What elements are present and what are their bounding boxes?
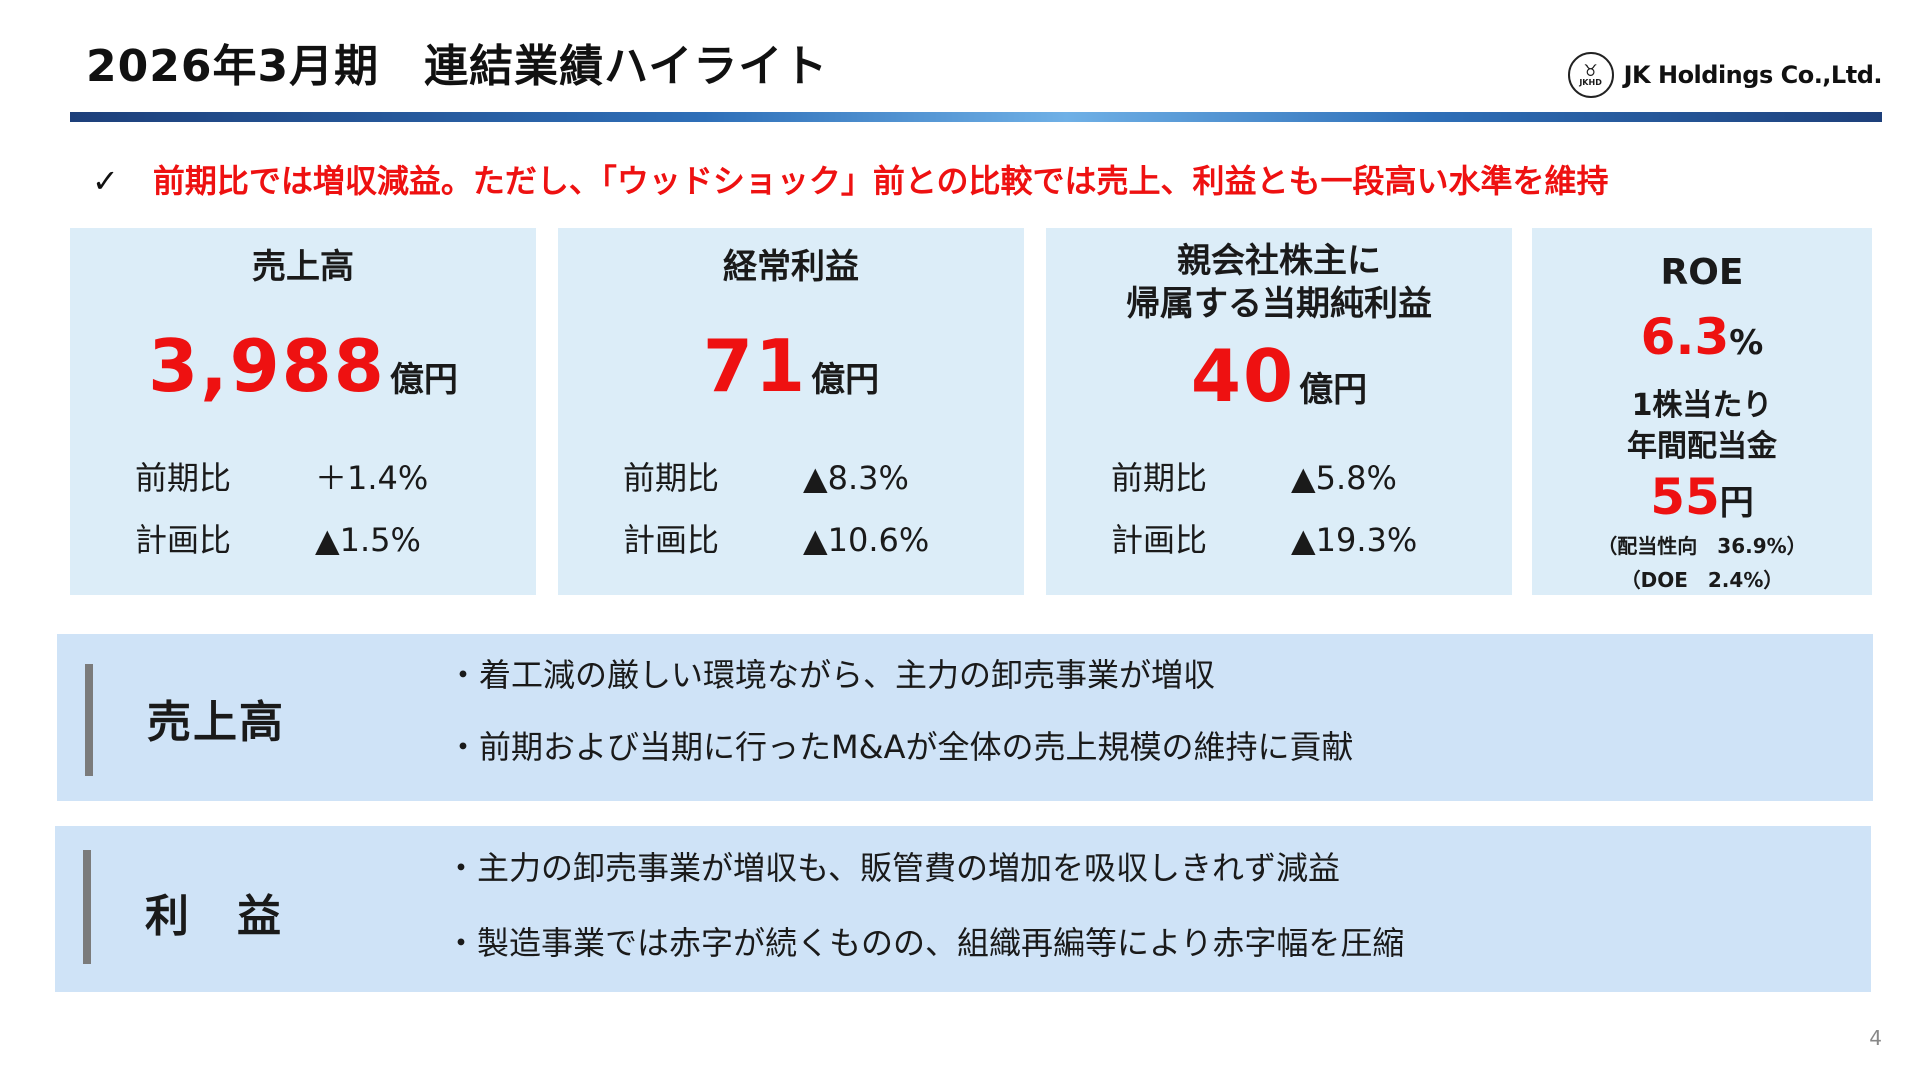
card-value: 71 億円 bbox=[558, 324, 1024, 408]
section-item: ・主力の卸売事業が増収も、販管費の増加を吸収しきれず減益 bbox=[445, 849, 1341, 887]
vs-plan-row: 計画比 ▲10.6% bbox=[623, 521, 930, 559]
unit-label: 億円 bbox=[1299, 370, 1368, 410]
headline-text: 前期比では増収減益。ただし、「ウッドショック」前との比較では売上、利益とも一段高… bbox=[152, 162, 1609, 200]
card-net-income: 親会社株主に 帰属する当期純利益 40 億円 前期比 ▲5.8% 計画比 ▲19.3% bbox=[1046, 228, 1512, 595]
yoy-row: 前期比 ▲8.3% bbox=[623, 459, 909, 497]
header-divider bbox=[70, 112, 1882, 122]
sales-value: 3,988 bbox=[148, 324, 386, 408]
section-item: ・着工減の厳しい環境ながら、主力の卸売事業が増収 bbox=[447, 656, 1216, 694]
doe-ratio: （DOE 2.4%） bbox=[1620, 568, 1784, 592]
dividend-label: 1株当たり 年間配当金 bbox=[1627, 388, 1777, 464]
card-sales: 売上高 3,988 億円 前期比 ＋1.4% 計画比 ▲1.5% bbox=[70, 228, 536, 595]
ordinary-profit-value: 71 bbox=[702, 324, 808, 408]
section-item: ・製造事業では赤字が続くものの、組織再編等により赤字幅を圧縮 bbox=[445, 924, 1405, 962]
net-income-value: 40 bbox=[1190, 334, 1296, 418]
card-value: 3,988 億円 bbox=[70, 324, 536, 408]
payout-ratio: （配当性向 36.9%） bbox=[1597, 534, 1807, 558]
card-value: 40 億円 bbox=[1046, 334, 1512, 418]
company-name: JK Holdings Co.,Ltd. bbox=[1623, 61, 1883, 89]
headline: ✓ 前期比では増収減益。ただし、「ウッドショック」前との比較では売上、利益とも一段… bbox=[92, 156, 1609, 202]
section-label: 利 益 bbox=[145, 891, 283, 942]
yoy-row: 前期比 ＋1.4% bbox=[135, 459, 429, 497]
section-profit: 利 益 ・主力の卸売事業が増収も、販管費の増加を吸収しきれず減益 ・製造事業では… bbox=[55, 826, 1871, 992]
card-title: 親会社株主に 帰属する当期純利益 bbox=[1126, 241, 1432, 324]
card-title: 売上高 bbox=[252, 247, 354, 287]
page-number: 4 bbox=[1869, 1026, 1882, 1050]
vs-plan-row: 計画比 ▲19.3% bbox=[1111, 521, 1418, 559]
dividend-value: 55円 bbox=[1650, 468, 1754, 526]
check-icon: ✓ bbox=[92, 162, 119, 200]
card-ordinary-profit: 経常利益 71 億円 前期比 ▲8.3% 計画比 ▲10.6% bbox=[558, 228, 1024, 595]
section-sales: 売上高 ・着工減の厳しい環境ながら、主力の卸売事業が増収 ・前期および当期に行っ… bbox=[57, 634, 1873, 801]
card-title: 経常利益 bbox=[723, 247, 859, 287]
section-marker bbox=[83, 850, 91, 964]
vs-plan-row: 計画比 ▲1.5% bbox=[135, 521, 421, 559]
company-logo: ♉ JKHD JK Holdings Co.,Ltd. bbox=[1567, 52, 1883, 98]
section-item: ・前期および当期に行ったM&Aが全体の売上規模の維持に貢献 bbox=[447, 728, 1354, 766]
page-title: 2026年3月期 連結業績ハイライト bbox=[86, 41, 829, 92]
unit-label: 億円 bbox=[389, 360, 458, 400]
yoy-row: 前期比 ▲5.8% bbox=[1111, 459, 1397, 497]
bull-logo-icon: ♉ JKHD bbox=[1567, 52, 1614, 98]
section-label: 売上高 bbox=[147, 697, 285, 748]
unit-label: 億円 bbox=[811, 360, 880, 400]
section-marker bbox=[85, 664, 93, 776]
card-roe-dividend: ROE 6.3% 1株当たり 年間配当金 55円 （配当性向 36.9%） （D… bbox=[1532, 228, 1872, 595]
roe-value: 6.3% bbox=[1640, 308, 1764, 366]
roe-label: ROE bbox=[1660, 252, 1744, 293]
